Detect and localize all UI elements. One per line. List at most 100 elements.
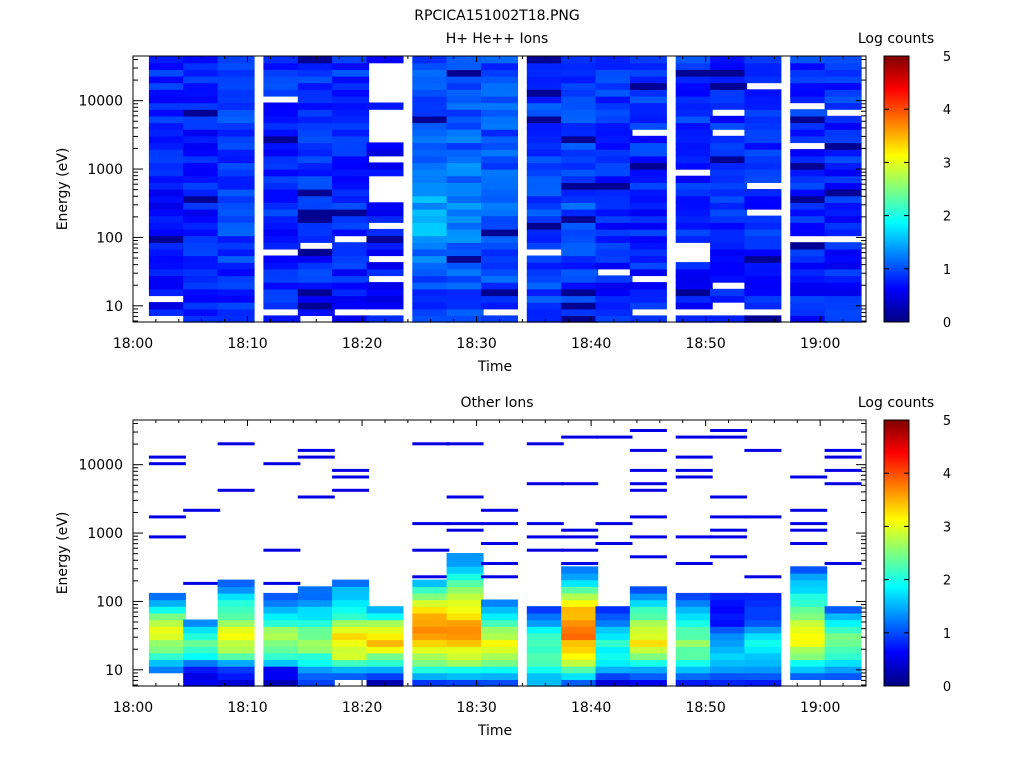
heatmap-cell	[526, 142, 564, 150]
heatmap-cell	[412, 275, 450, 283]
heatmap-cell	[481, 175, 518, 183]
heatmap-cell	[332, 175, 370, 183]
heatmap-cell	[412, 235, 450, 243]
heatmap-cell	[297, 659, 335, 667]
heatmap-cell	[744, 222, 782, 230]
x-tick-label: 18:40	[571, 700, 611, 716]
heatmap-cell	[263, 242, 301, 250]
heatmap-cell	[561, 208, 599, 217]
time-column	[675, 56, 713, 323]
colorbar-tick-label: 3	[943, 520, 951, 535]
heatmap-cell	[366, 652, 404, 661]
heatmap-cell	[263, 255, 301, 263]
heatmap-cell	[744, 282, 782, 290]
heatmap-cell	[629, 56, 667, 64]
heatmap-cell	[824, 308, 862, 316]
time-column	[790, 475, 828, 680]
heatmap-cell	[595, 169, 633, 177]
heatmap-cell	[824, 248, 862, 257]
heatmap-cell	[675, 95, 713, 104]
heatmap-cell	[263, 169, 301, 177]
heatmap-cell	[148, 89, 186, 97]
count-line	[297, 448, 335, 452]
heatmap-cell	[446, 122, 484, 130]
heatmap-cell	[148, 302, 186, 310]
heatmap-cell	[675, 288, 713, 297]
heatmap-cell	[481, 275, 518, 283]
heatmap-cell	[675, 659, 713, 667]
heatmap-cell	[790, 599, 828, 607]
time-column	[526, 56, 564, 323]
heatmap-cells	[148, 56, 862, 323]
heatmap-cell	[217, 315, 255, 323]
heatmap-cell	[446, 155, 484, 164]
heatmap-cell	[412, 95, 450, 104]
heatmap-cell	[790, 248, 828, 257]
heatmap-cell	[263, 262, 301, 270]
heatmap-cell	[710, 89, 748, 97]
heatmap-cell	[629, 195, 667, 203]
heatmap-cell	[595, 235, 633, 243]
heatmap-cell	[263, 215, 301, 223]
heatmap-cell	[561, 169, 599, 177]
heatmap-cell	[412, 149, 450, 157]
time-column	[366, 56, 404, 323]
count-line	[595, 522, 633, 526]
heatmap-cell	[217, 175, 255, 183]
heatmap-cell	[183, 95, 221, 104]
heatmap-cells	[148, 429, 862, 687]
heatmap-cell	[332, 646, 370, 654]
heatmap-cell	[824, 82, 862, 90]
x-axis-label: Time	[477, 723, 512, 739]
y-axis-label: Energy (eV)	[55, 148, 71, 231]
heatmap-cell	[446, 182, 484, 190]
count-line	[412, 522, 450, 526]
heatmap-cell	[297, 89, 335, 97]
heatmap-cell	[366, 672, 404, 680]
heatmap-cell	[148, 82, 186, 90]
heatmap-cell	[263, 155, 301, 164]
heatmap-cell	[217, 189, 255, 197]
heatmap-cell	[790, 626, 828, 634]
heatmap-cell	[332, 592, 370, 601]
heatmap-cell	[412, 69, 450, 77]
heatmap-cell	[481, 69, 518, 77]
heatmap-cell	[412, 129, 450, 137]
heatmap-cell	[629, 666, 667, 674]
heatmap-cell	[744, 659, 782, 667]
heatmap-cell	[412, 606, 450, 614]
count-line	[675, 475, 713, 479]
count-line	[675, 535, 713, 539]
heatmap-cell	[297, 162, 335, 170]
heatmap-cell	[481, 228, 518, 237]
heatmap-cell	[183, 255, 221, 263]
x-tick-labels: 18:00 18:10 18:20 18:30 18:40 18:50 19:00	[113, 56, 844, 352]
heatmap-cell	[744, 122, 782, 130]
heatmap-cell	[148, 56, 186, 64]
heatmap-cell	[217, 115, 255, 124]
heatmap-cell	[297, 75, 335, 84]
heatmap-cell	[710, 248, 748, 257]
heatmap-cell	[332, 612, 370, 621]
heatmap-cell	[332, 275, 370, 283]
heatmap-cell	[481, 95, 518, 104]
heatmap-cell	[332, 599, 370, 607]
heatmap-cell	[481, 262, 518, 270]
panel-title: H+ He++ Ions	[446, 31, 549, 47]
heatmap-cell	[297, 639, 335, 647]
heatmap-cell	[675, 235, 713, 243]
heatmap-cell	[297, 612, 335, 621]
count-line	[675, 562, 713, 565]
heatmap-cell	[824, 228, 862, 237]
heatmap-cell	[148, 189, 186, 197]
heatmap-cell	[790, 89, 828, 97]
heatmap-cell	[217, 169, 255, 177]
time-column	[526, 442, 564, 687]
heatmap-cell	[446, 315, 484, 323]
heatmap-cell	[824, 69, 862, 77]
heatmap-cell	[561, 666, 599, 674]
count-line	[561, 562, 599, 565]
heatmap-cell	[744, 135, 782, 144]
heatmap-cell	[148, 122, 186, 130]
heatmap-cell	[148, 169, 186, 177]
